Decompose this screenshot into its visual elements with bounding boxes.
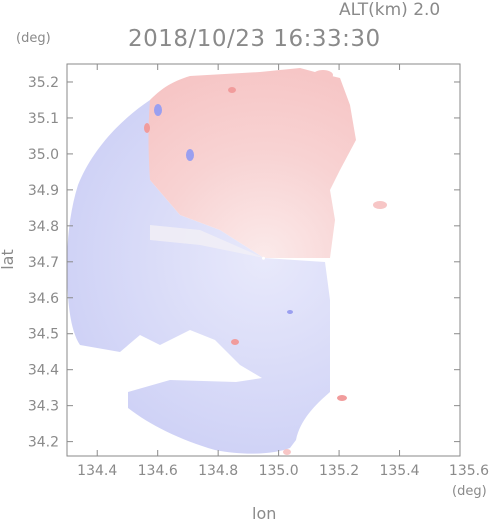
x-tick-label: 134.8: [198, 463, 238, 479]
x-axis-ticks: 134.4 134.6 134.8 135.0 135.2 135.4 135.6: [77, 64, 489, 479]
velocity-positive-region: [148, 68, 356, 258]
x-tick-label: 134.4: [77, 463, 117, 479]
x-tick-label: 135.6: [449, 463, 489, 479]
y-tick-label: 34.3: [28, 399, 59, 415]
strong-echo-1: [154, 104, 162, 116]
y-tick-label: 34.9: [28, 183, 59, 199]
near-radar-band: [150, 225, 264, 258]
y-tick-label: 34.4: [28, 363, 59, 379]
y-tick-label: 35.1: [28, 111, 59, 127]
isolated-echo-1: [313, 70, 333, 80]
strong-echo-3: [186, 149, 194, 161]
timestamp-title: 2018/10/23 16:33:30: [128, 26, 381, 52]
x-axis-title: lon: [252, 504, 277, 521]
y-tick-label: 34.7: [28, 255, 59, 271]
isolated-echo-2: [373, 201, 387, 209]
lon-unit-label: (deg): [452, 484, 487, 499]
x-tick-label: 135.4: [379, 463, 419, 479]
isolated-echo-3: [337, 395, 347, 401]
strong-echo-2: [144, 123, 150, 133]
velocity-negative-region: [67, 100, 330, 454]
altitude-label: ALT(km) 2.0: [339, 0, 441, 20]
x-tick-label: 134.6: [138, 463, 178, 479]
strong-echo-6: [287, 310, 293, 314]
y-tick-label: 35.0: [28, 147, 59, 163]
x-tick-label: 135.2: [319, 463, 359, 479]
y-axis-ticks: 34.2 34.3 34.4 34.5 34.6 34.7 34.8 34.9 35.0 35.1…: [28, 75, 460, 451]
strong-echo-5: [231, 339, 239, 345]
y-tick-label: 34.8: [28, 219, 59, 235]
radar-echo-field: [67, 68, 387, 455]
y-tick-label: 35.2: [28, 75, 59, 91]
y-tick-label: 34.2: [28, 435, 59, 451]
radar-site-marker: [262, 256, 265, 260]
isolated-echo-4: [283, 449, 291, 455]
strong-echo-4: [228, 87, 236, 93]
x-tick-label: 135.0: [259, 463, 299, 479]
lat-unit-label: (deg): [16, 31, 51, 46]
y-tick-label: 34.5: [28, 327, 59, 343]
plot-frame: [66, 63, 461, 457]
y-tick-label: 34.6: [28, 291, 59, 307]
